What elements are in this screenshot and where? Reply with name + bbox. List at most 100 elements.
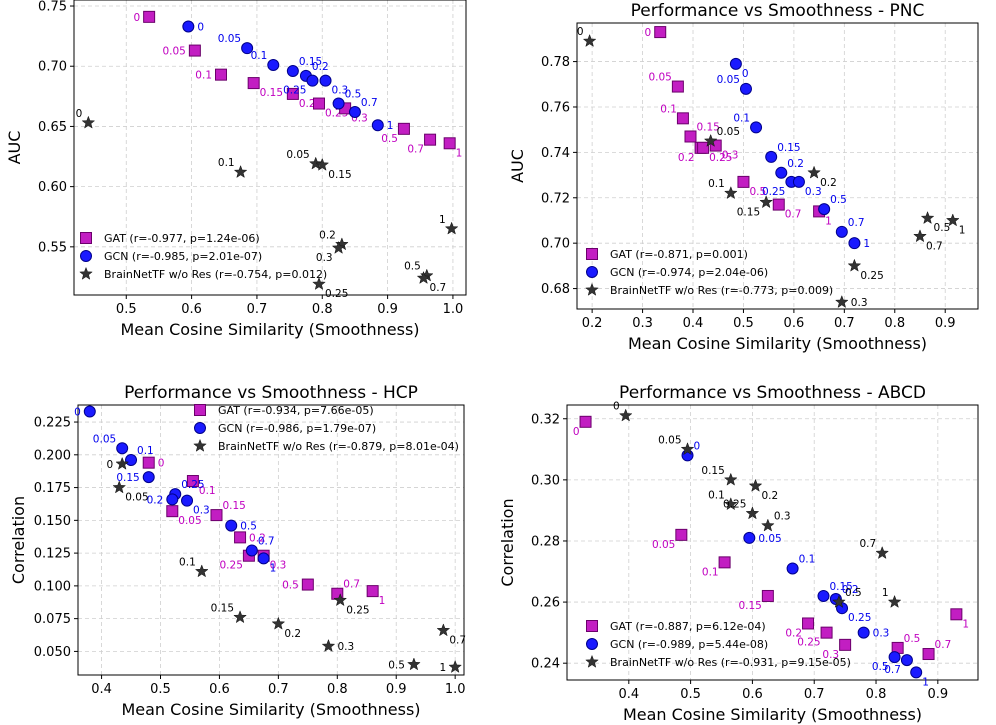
gcn-point (739, 82, 752, 95)
brainnettf-point-label: 0.7 (926, 240, 943, 252)
x-tick-label: 0.3 (632, 316, 653, 331)
legend-brainnettf-label: BrainNetTF w/o Res (r=-0.754, p=0.012) (104, 268, 327, 281)
gat-point-label: 0.1 (702, 566, 719, 578)
brainnettf-point-label: 0.1 (179, 556, 196, 568)
brainnettf-point-label: 0 (107, 459, 114, 471)
gcn-point-label: 0.05 (218, 33, 241, 45)
gcn-point-label: 0.5 (830, 194, 847, 206)
y-tick-label: 0.55 (38, 240, 67, 255)
gat-point (186, 475, 199, 488)
x-tick-label: 0.5 (680, 687, 701, 702)
legend-gcn-label: GCN (r=-0.986, p=1.79e-07) (218, 422, 376, 435)
gat-point (397, 122, 410, 135)
legend-gat-marker (194, 404, 206, 416)
brainnettf-point-label: 0 (577, 26, 584, 38)
gat-point-label: 0 (158, 458, 165, 470)
gcn-point (729, 57, 742, 70)
y-axis-label: Correlation (9, 496, 28, 584)
gcn-point-label: 0.2 (787, 158, 804, 170)
x-axis-label: Mean Cosine Similarity (Smoothness) (623, 705, 922, 724)
gcn-point-label: 0.15 (777, 142, 800, 154)
y-tick-label: 0.70 (38, 60, 67, 75)
brainnettf-point-label: 0.2 (284, 628, 301, 640)
gcn-point-label: 0.25 (283, 85, 306, 97)
y-tick-label: 0.75 (38, 0, 67, 15)
brainnettf-point-label: 0.3 (337, 641, 354, 653)
gat-point-label: 0.1 (195, 70, 212, 82)
brainnettf-point-label: 0.05 (125, 492, 148, 504)
brainnettf-point-label: 0.05 (286, 149, 309, 161)
gat-point-label: 0.7 (343, 579, 360, 591)
gat-point (443, 137, 456, 150)
gat-point-label: 0.15 (222, 500, 245, 512)
y-tick-label: 0.150 (34, 514, 71, 529)
legend-gcn-marker (586, 638, 598, 650)
gat-point-label: 0 (133, 12, 140, 24)
chart-panel-3: 0.4 0.5 0.6 0.7 0.8 0.9 1.00.0500.0750.1000.12… (9, 383, 466, 719)
brainnettf-point (333, 593, 348, 607)
brainnettf-point (582, 33, 597, 47)
gcn-point-label: 0.05 (758, 533, 781, 545)
brainnettf-point (312, 276, 326, 290)
brainnettf-point-label: 0.25 (346, 604, 369, 616)
x-tick-label: 0.4 (683, 316, 704, 331)
gat-point (922, 648, 935, 661)
gat-point (579, 415, 592, 428)
gat-point-label: 0.5 (381, 133, 398, 145)
x-tick-label: 1.0 (445, 682, 466, 697)
brainnettf-point (945, 213, 960, 227)
gat-point-label: 1 (379, 595, 386, 607)
gat-point (143, 10, 156, 23)
brainnettf-point (723, 472, 738, 486)
brainnettf-point (448, 659, 463, 673)
gat-point-label: 0.1 (660, 103, 677, 115)
brainnettf-point (759, 195, 774, 209)
gcn-point (818, 203, 831, 216)
gat-point-label: 0.2 (678, 152, 695, 164)
brainnettf-point-label: 0.25 (325, 288, 348, 300)
y-tick-label: 0.60 (38, 180, 67, 195)
legend-brainnettf-label: BrainNetTF w/o Res (r=-0.879, p=8.01e-04… (218, 440, 459, 453)
x-tick-label: 0.8 (866, 687, 887, 702)
legend-gat-marker (586, 620, 598, 632)
gcn-point-label: 0.7 (848, 217, 865, 229)
brainnettf-point (416, 270, 431, 284)
brainnettf-point (331, 240, 346, 254)
gcn-point-label: 0.15 (299, 56, 322, 68)
x-tick-label: 0.7 (834, 316, 855, 331)
legend-gcn-label: GCN (r=-0.989, p=5.44e-08) (610, 638, 768, 651)
x-tick-label: 0.2 (582, 316, 603, 331)
legend-brainnettf-marker (585, 282, 599, 296)
legend-brainnettf-marker (193, 438, 207, 452)
gcn-point (910, 666, 923, 679)
chart-title: Performance vs Smoothness - HCP (124, 383, 418, 403)
y-tick-label: 0.65 (38, 120, 67, 135)
x-axis-label: Mean Cosine Similarity (Smoothness) (628, 334, 927, 353)
gcn-point-label: 0.05 (717, 74, 740, 86)
brainnettf-point-label: 0.15 (737, 206, 760, 218)
y-tick-label: 0.26 (531, 596, 560, 611)
gcn-point (319, 74, 332, 87)
gat-point-label: 0.05 (648, 72, 671, 84)
gcn-point-label: 0.05 (93, 433, 116, 445)
gat-point (802, 617, 815, 630)
plot-frame (73, 0, 467, 296)
brainnettf-point-label: 0.3 (774, 511, 791, 523)
gcn-point-label: 0 (74, 407, 81, 419)
brainnettf-point-label: 0.2 (762, 490, 779, 502)
gat-point-label: 0.2 (785, 627, 802, 639)
gat-point-label: 1 (825, 215, 832, 227)
gcn-point (786, 562, 799, 575)
brainnettf-point (436, 623, 451, 637)
gcn-point (83, 405, 96, 418)
gcn-point-label: 0.1 (799, 553, 816, 565)
brainnettf-point-label: 0.1 (708, 489, 725, 501)
brainnettf-point (703, 133, 718, 147)
brainnettf-point-label: 1 (439, 662, 446, 674)
gcn-point (116, 442, 129, 455)
brainnettf-point (807, 165, 821, 179)
y-tick-label: 0.72 (541, 191, 570, 206)
x-tick-label: 0.5 (150, 682, 171, 697)
x-tick-label: 0.9 (386, 682, 407, 697)
